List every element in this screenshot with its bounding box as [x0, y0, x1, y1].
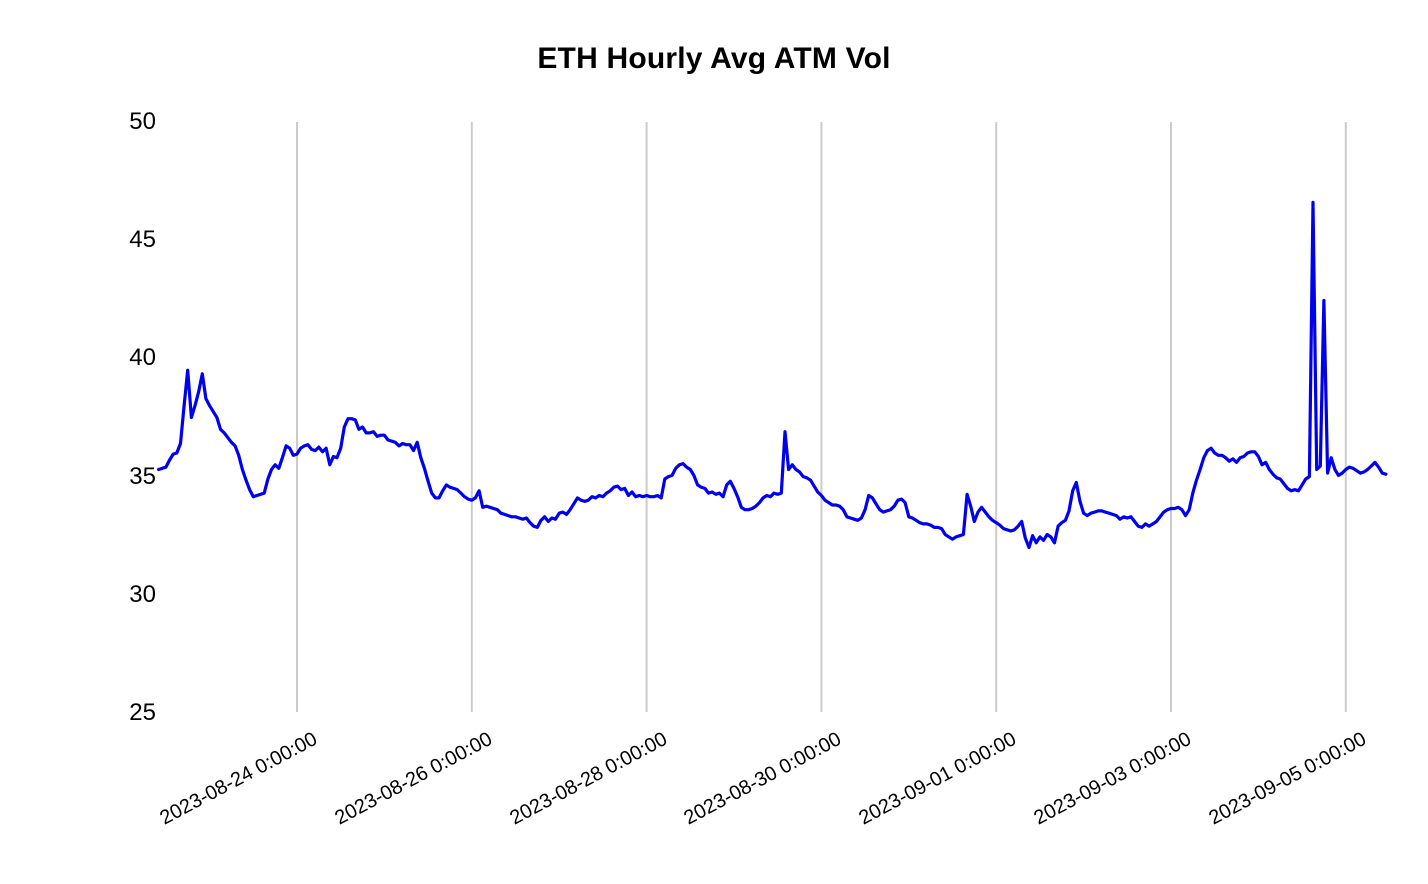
y-axis-tick-label: 35 [129, 463, 156, 490]
atm-vol-line-series [157, 200, 1388, 550]
chart-title: ETH Hourly Avg ATM Vol [537, 42, 891, 75]
y-axis-tick-label: 45 [129, 226, 156, 253]
y-axis-tick-label: 30 [129, 581, 156, 608]
y-axis-tick-label: 50 [129, 108, 156, 135]
y-axis-tick-label: 40 [129, 344, 156, 371]
y-axis-tick-label: 25 [129, 699, 156, 726]
